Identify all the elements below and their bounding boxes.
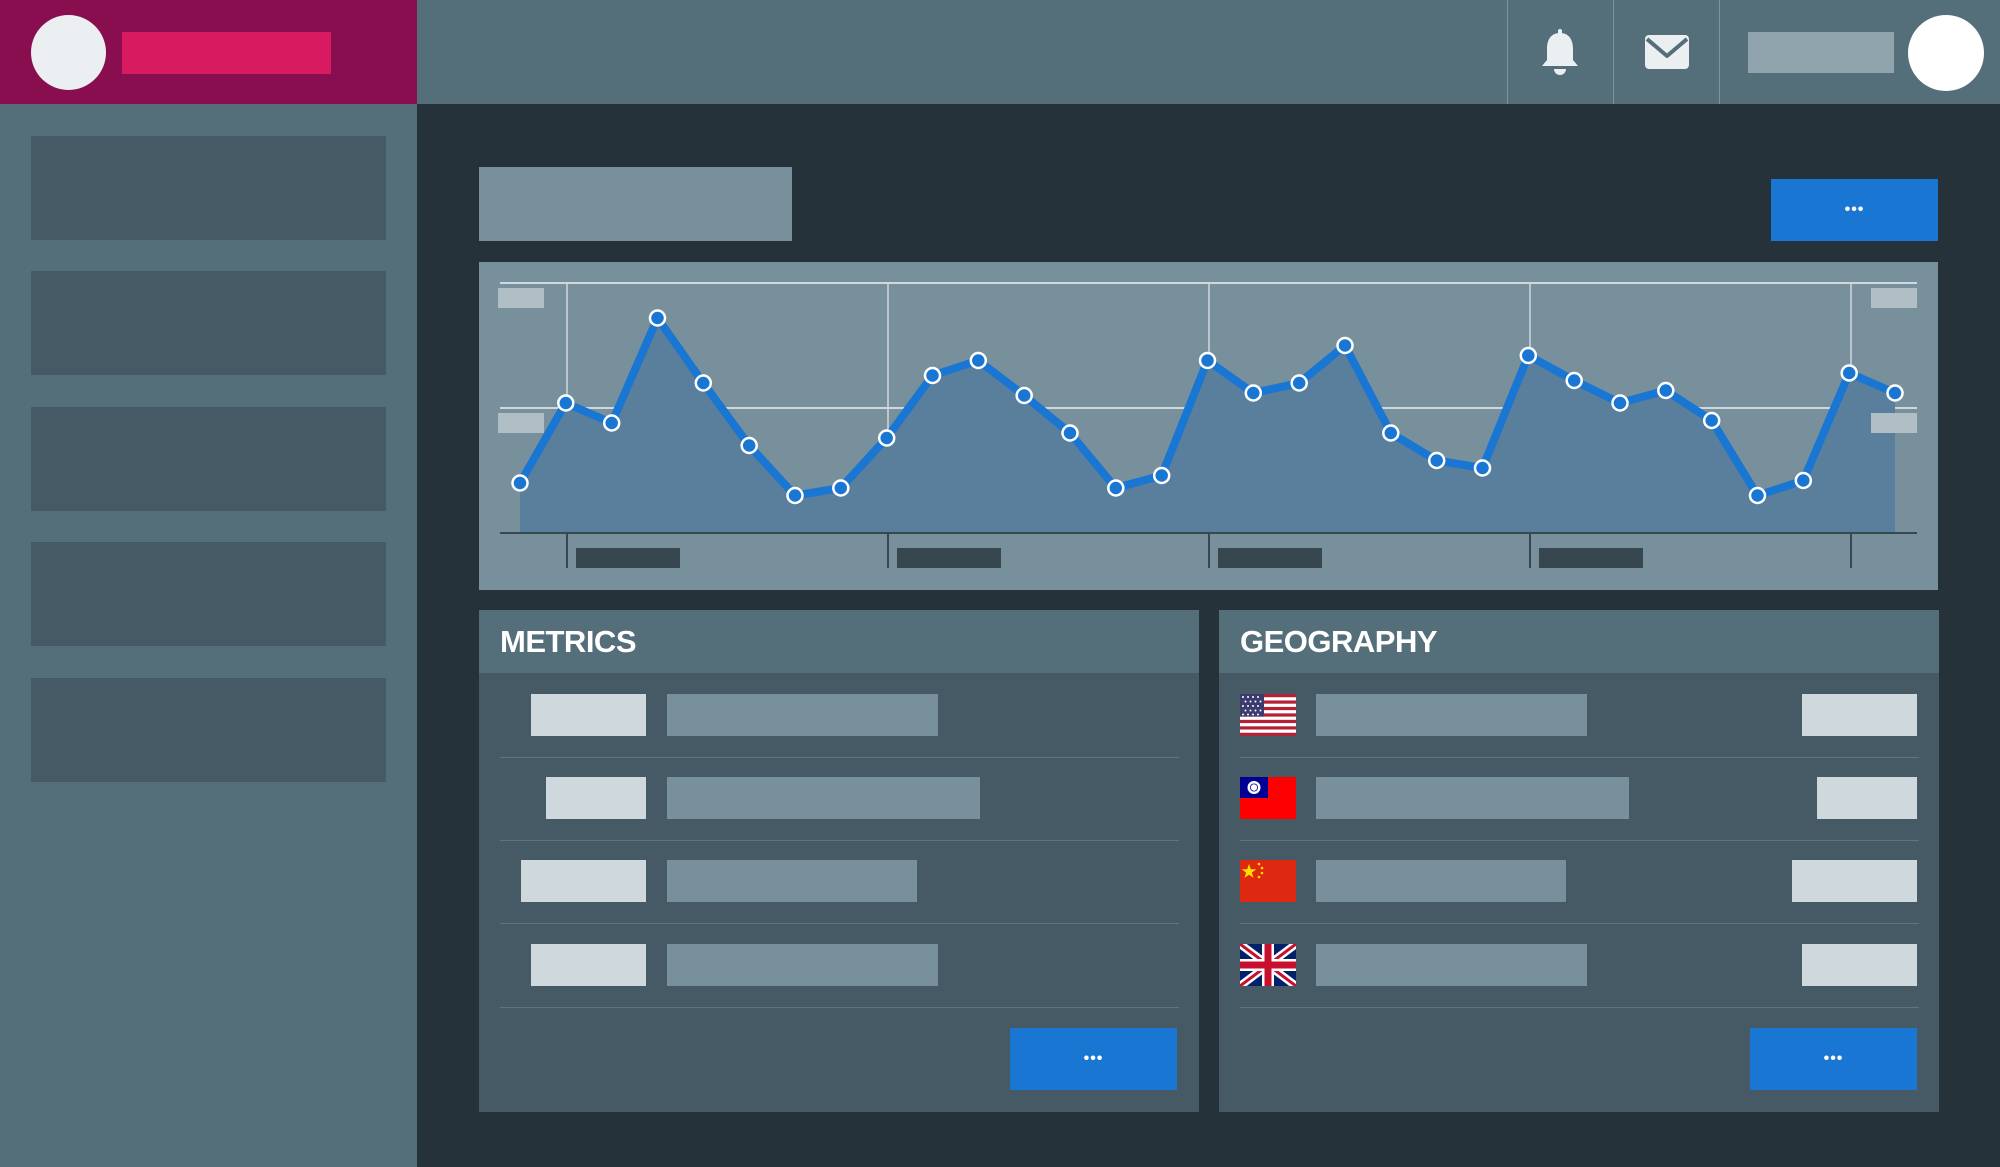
- country-label: [1316, 944, 1587, 986]
- metric-value: [531, 694, 646, 736]
- sidebar-item-3[interactable]: [31, 407, 386, 511]
- topbar-divider: [1507, 0, 1508, 104]
- metrics-panel: METRICS •••: [479, 610, 1199, 1112]
- topbar-divider: [1719, 0, 1720, 104]
- us-flag-icon: [1240, 694, 1296, 736]
- metric-label: [667, 694, 938, 736]
- country-value: [1817, 777, 1917, 819]
- data-point: [602, 414, 621, 432]
- data-point: [1657, 381, 1675, 400]
- x-axis-tick-label: [897, 548, 1001, 568]
- data-point: [1886, 384, 1904, 402]
- header-more-button[interactable]: •••: [1771, 179, 1938, 241]
- data-point: [1702, 411, 1721, 430]
- data-point: [969, 351, 988, 370]
- data-point: [1565, 371, 1583, 390]
- sidebar-item-2[interactable]: [31, 271, 386, 375]
- geography-panel: GEOGRAPHY: [1219, 610, 1939, 1112]
- metric-label: [667, 860, 917, 902]
- taiwan-flag-icon: [1240, 777, 1296, 819]
- metrics-more-button[interactable]: •••: [1010, 1028, 1177, 1090]
- top-bar: [417, 0, 2000, 104]
- sidebar: [0, 0, 417, 1167]
- sidebar-item-4[interactable]: [31, 542, 386, 646]
- metric-value: [521, 860, 646, 902]
- y-axis-tick-label: [1871, 288, 1917, 308]
- data-point: [1519, 346, 1538, 365]
- user-avatar[interactable]: [1908, 15, 1984, 91]
- metrics-panel-header: METRICS: [479, 610, 1199, 673]
- data-point: [648, 309, 667, 327]
- chart-card: [479, 262, 1938, 590]
- data-point: [1473, 459, 1492, 477]
- row-divider: [500, 757, 1179, 758]
- data-point: [1611, 394, 1629, 412]
- row-divider: [1240, 840, 1919, 841]
- country-value: [1802, 944, 1917, 986]
- y-axis-tick-label: [498, 413, 544, 433]
- data-point: [1748, 486, 1767, 505]
- geography-panel-header: GEOGRAPHY: [1219, 610, 1939, 673]
- data-point: [1152, 466, 1171, 485]
- data-point: [923, 366, 942, 385]
- data-point: [1244, 384, 1263, 402]
- y-axis-tick-label: [1871, 413, 1917, 433]
- x-axis-tick-label: [1218, 548, 1322, 568]
- row-divider: [1240, 757, 1919, 758]
- brand-logo: [31, 15, 106, 90]
- series-area: [520, 318, 1895, 533]
- metrics-panel-title: METRICS: [500, 624, 637, 659]
- line-chart: [498, 282, 1917, 568]
- data-point: [511, 474, 529, 492]
- country-value: [1802, 694, 1917, 736]
- country-label: [1316, 777, 1629, 819]
- data-point: [1198, 351, 1217, 370]
- row-divider: [1240, 923, 1919, 924]
- data-point: [557, 394, 575, 412]
- data-point: [740, 436, 758, 455]
- data-point: [1427, 451, 1446, 470]
- sidebar-item-1[interactable]: [31, 136, 386, 240]
- x-axis-tick-label: [1539, 548, 1643, 568]
- data-point: [832, 479, 850, 497]
- x-axis-tick-label: [576, 548, 680, 568]
- data-point: [1015, 386, 1033, 405]
- data-point: [1061, 424, 1079, 442]
- uk-flag-icon: [1240, 944, 1296, 986]
- brand-name: [122, 32, 331, 74]
- metric-value: [531, 944, 646, 986]
- y-axis-tick-label: [498, 288, 544, 308]
- topbar-divider: [1613, 0, 1614, 104]
- data-point: [1290, 374, 1308, 392]
- country-label: [1316, 860, 1566, 902]
- row-divider: [500, 923, 1179, 924]
- page-title: [479, 167, 792, 241]
- metric-label: [667, 777, 980, 819]
- data-point: [1382, 424, 1400, 442]
- country-label: [1316, 694, 1587, 736]
- data-point: [877, 429, 896, 447]
- row-divider: [500, 1007, 1179, 1008]
- data-point: [786, 486, 804, 505]
- brand-header[interactable]: [0, 0, 417, 104]
- metric-value: [546, 777, 646, 819]
- country-value: [1792, 860, 1917, 902]
- data-point: [694, 374, 713, 392]
- sidebar-item-5[interactable]: [31, 678, 386, 782]
- data-point: [1840, 364, 1858, 382]
- row-divider: [500, 840, 1179, 841]
- metric-label: [667, 944, 938, 986]
- bell-icon[interactable]: [1532, 24, 1588, 80]
- data-point: [1107, 479, 1125, 497]
- geography-more-button[interactable]: •••: [1750, 1028, 1917, 1090]
- china-flag-icon: [1240, 860, 1296, 902]
- data-point: [1336, 336, 1354, 355]
- row-divider: [1240, 1007, 1919, 1008]
- data-point: [1794, 471, 1813, 490]
- mail-icon[interactable]: [1639, 24, 1695, 80]
- geography-panel-title: GEOGRAPHY: [1240, 624, 1438, 659]
- user-name[interactable]: [1748, 32, 1894, 73]
